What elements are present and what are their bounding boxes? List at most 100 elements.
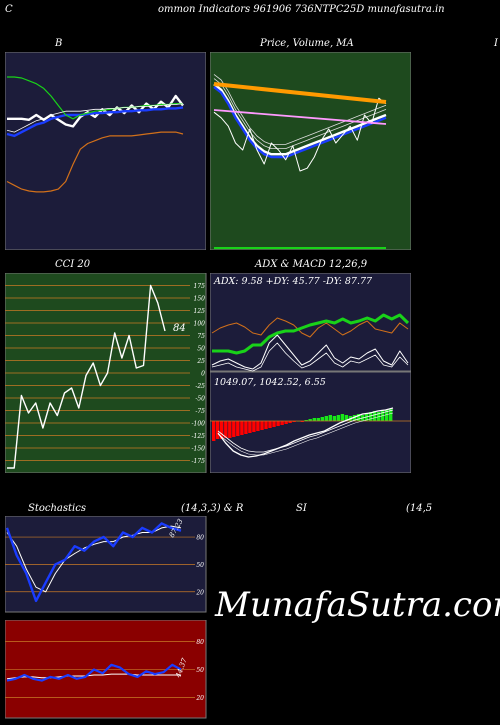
macd-line xyxy=(217,407,394,458)
macd-bars xyxy=(210,409,411,441)
stoch-title-si: SI xyxy=(296,503,307,514)
cci-tick-label: 150 xyxy=(194,296,206,303)
cci-tick-label: 75 xyxy=(197,333,205,340)
macd-histogram-bar xyxy=(300,421,304,422)
rsi-tick-label: 80 xyxy=(196,639,204,646)
macd-histogram-bar xyxy=(284,421,288,424)
macd-histogram-bar xyxy=(268,421,272,428)
header-left-char: C xyxy=(5,4,13,15)
macd-signal-line xyxy=(217,409,394,453)
price-ma-thin-b xyxy=(213,74,387,145)
macd-histogram-bar xyxy=(224,421,228,438)
macd-histogram-bar xyxy=(372,411,377,421)
macd-histogram-bar xyxy=(368,412,373,421)
cci-value-label: 84 xyxy=(173,323,186,334)
bb-title: B xyxy=(55,38,63,49)
adx-chart-bg xyxy=(210,273,411,372)
macd-histogram-bar xyxy=(352,415,357,421)
macd-histogram-bar xyxy=(232,421,236,437)
macd-histogram-bar xyxy=(228,421,232,438)
macd-lines xyxy=(217,407,394,458)
rsi-signal-line xyxy=(6,673,181,680)
cci-tick-label: -25 xyxy=(195,383,205,390)
price-line xyxy=(213,97,387,172)
cci-lines xyxy=(7,284,166,469)
macd-histogram-bar xyxy=(244,421,248,434)
cci-tick-label: -175 xyxy=(192,458,206,465)
adx-white-b-line xyxy=(211,342,409,372)
rsi-tick-label: 50 xyxy=(196,667,204,674)
adx-title: ADX & MACD 12,26,9 xyxy=(255,259,368,270)
macd-histogram-bar xyxy=(248,421,252,433)
macd-histogram-bar xyxy=(240,421,244,435)
macd-histogram-bar xyxy=(312,418,316,421)
header-right-char: I xyxy=(494,38,498,49)
price-chart xyxy=(210,52,411,250)
bb-chart-bg xyxy=(5,52,206,250)
macd-values: 1049.07, 1042.52, 6.55 xyxy=(214,377,326,388)
cci-tick-label: 50 xyxy=(197,346,205,353)
rsi-lines xyxy=(6,663,182,682)
stoch-grid: 80 50 20 xyxy=(5,535,204,596)
stoch-title-mid: (14,3,3) & R xyxy=(181,503,244,514)
adx-dy-plus-line xyxy=(212,313,410,355)
macd-histogram-bar xyxy=(316,418,320,421)
macd-histogram-bar xyxy=(385,410,389,421)
page-title: ommon Indicators 961906 736NTPC25D munaf… xyxy=(158,4,445,15)
bb-lines xyxy=(6,76,184,193)
price-ma-white-line xyxy=(213,83,387,156)
price-chart-bg xyxy=(210,52,411,250)
macd-histogram-bar xyxy=(252,421,256,432)
cci-line xyxy=(7,284,166,469)
cci-tick-label: -150 xyxy=(192,446,206,453)
macd-histogram-bar xyxy=(292,421,296,422)
macd-histogram-bar xyxy=(236,421,240,436)
cci-chart: 175 150 125 100 75 50 25 0 -25 -50 -75 -100 -125 -150… xyxy=(5,273,207,473)
watermark: MunafaSutra.com xyxy=(215,585,500,625)
macd-histogram-bar xyxy=(260,421,264,430)
price-lines xyxy=(213,74,387,249)
macd-histogram-bar xyxy=(344,415,349,421)
cci-tick-label: 175 xyxy=(194,283,206,290)
macd-signal-line-b xyxy=(217,412,394,456)
cci-grid: 175 150 125 100 75 50 25 0 -25 -50 -75 -100 -125 -150… xyxy=(5,283,205,465)
cci-tick-label: 100 xyxy=(194,321,206,328)
rsi-line xyxy=(6,663,182,682)
macd-histogram-bar xyxy=(304,420,308,421)
macd-histogram-bar xyxy=(389,409,393,421)
macd-histogram-bar xyxy=(336,415,341,421)
adx-white-a-line xyxy=(211,334,409,370)
bb-series-3-line xyxy=(6,131,184,193)
adx-chart: ADX: 9.58 +DY: 45.77 -DY: 87.77 1049.07,… xyxy=(210,273,411,473)
macd-histogram-bar xyxy=(216,421,220,439)
macd-histogram-bar xyxy=(324,416,328,421)
macd-histogram-bar xyxy=(320,417,324,421)
stoch-tick-label: 20 xyxy=(195,589,204,596)
stoch-tick-label: 50 xyxy=(196,562,204,569)
bb-band-outline xyxy=(6,103,184,133)
macd-histogram-bar xyxy=(212,421,216,441)
rsi-tick-label: 20 xyxy=(195,695,204,702)
macd-histogram-bar xyxy=(308,419,312,421)
cci-tick-label: -75 xyxy=(195,408,205,415)
price-ma-blue-line xyxy=(213,86,387,159)
price-ma-thin-a xyxy=(213,78,387,149)
cci-tick-label: -100 xyxy=(192,421,206,428)
cci-tick-label: 125 xyxy=(194,308,206,315)
macd-histogram-bar xyxy=(276,421,280,426)
stoch-lines xyxy=(5,522,182,603)
adx-dy-minus-line xyxy=(211,317,409,338)
adx-lines xyxy=(211,313,410,372)
price-title: Price, Volume, MA xyxy=(260,38,354,49)
stoch-title-right: (14,5 xyxy=(406,503,433,514)
cci-tick-label: -125 xyxy=(192,433,206,440)
stoch-tick-label: 80 xyxy=(196,535,204,542)
macd-histogram-bar xyxy=(272,421,276,427)
macd-histogram-bar xyxy=(220,421,224,439)
macd-histogram-bar xyxy=(288,421,292,423)
price-ma-pink-line xyxy=(213,109,387,125)
stoch-title-left: Stochastics xyxy=(28,503,86,514)
bb-chart xyxy=(5,52,206,250)
